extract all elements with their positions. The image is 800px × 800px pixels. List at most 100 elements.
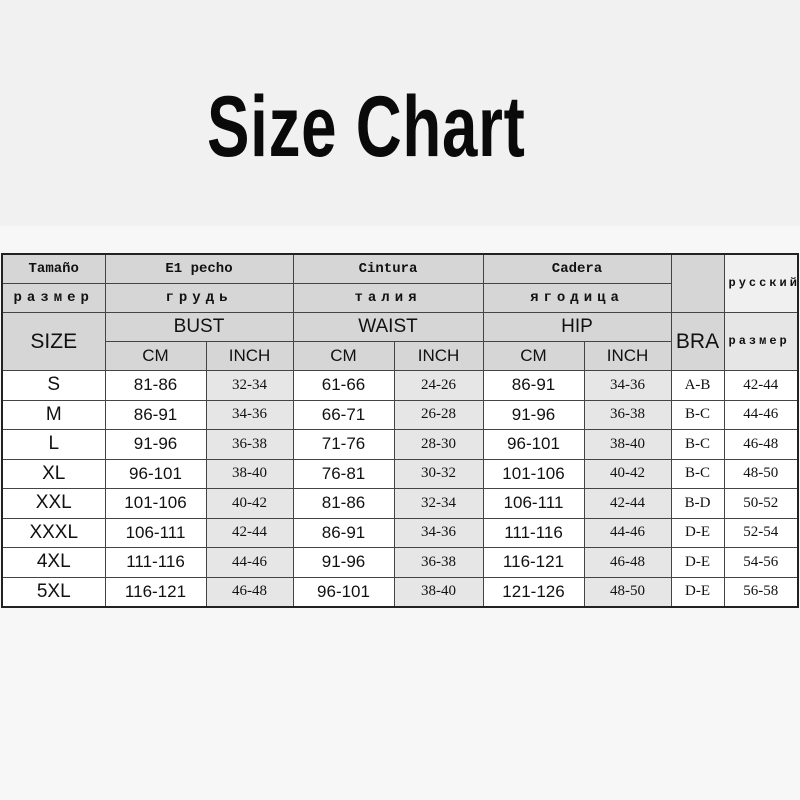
cell-hip-cm: 116-121	[482, 547, 585, 578]
cell-russian-size: 54-56	[723, 547, 799, 578]
cell-hip-cm: 96-101	[482, 429, 585, 460]
cell-waist-cm: 96-101	[292, 576, 395, 608]
cell-hip-inch: 36-38	[583, 399, 672, 430]
header-blank	[670, 253, 725, 313]
table-row: 5XL 116-121 46-48 96-101 38-40 121-126 48-50 D-…	[1, 576, 799, 608]
table-row: XXL 101-106 40-42 81-86 32-34 106-111 42-44 B-D…	[1, 488, 799, 519]
cell-waist-cm: 76-81	[292, 458, 395, 489]
cell-bra: D-E	[670, 576, 725, 608]
cell-waist-cm: 66-71	[292, 399, 395, 430]
cell-hip-cm: 106-111	[482, 488, 585, 519]
header-size-ru: размер	[1, 283, 106, 313]
cell-size: XL	[1, 458, 106, 489]
cell-bra: A-B	[670, 370, 725, 401]
cell-russian-size: 42-44	[723, 370, 799, 401]
cell-waist-cm: 61-66	[292, 370, 395, 401]
table-row: XXXL 106-111 42-44 86-91 34-36 111-116 44-46 D-…	[1, 517, 799, 548]
cell-bra: B-C	[670, 429, 725, 460]
cell-waist-cm: 71-76	[292, 429, 395, 460]
cell-bust-inch: 32-34	[205, 370, 294, 401]
cell-bust-inch: 44-46	[205, 547, 294, 578]
cell-bra: B-C	[670, 458, 725, 489]
cell-bra: D-E	[670, 547, 725, 578]
table-row: L 91-96 36-38 71-76 28-30 96-101 38-40 B-C 46-48	[1, 429, 799, 460]
header-russian-lang: русский	[723, 253, 799, 313]
header-bra: BRA	[670, 312, 725, 371]
table-row: 4XL 111-116 44-46 91-96 36-38 116-121 46-48 D-E…	[1, 547, 799, 578]
cell-hip-inch: 40-42	[583, 458, 672, 489]
header-bust-es: E1 pecho	[104, 253, 294, 284]
cell-bust-cm: 81-86	[104, 370, 207, 401]
cell-bust-inch: 38-40	[205, 458, 294, 489]
cell-russian-size: 44-46	[723, 399, 799, 430]
unit-waist-cm: CM	[292, 341, 395, 371]
cell-size: 4XL	[1, 547, 106, 578]
cell-hip-inch: 44-46	[583, 517, 672, 548]
header-size-es: Tamaño	[1, 253, 106, 284]
page-title: Size Chart	[207, 79, 526, 175]
cell-size: L	[1, 429, 106, 460]
cell-waist-inch: 32-34	[393, 488, 484, 519]
cell-waist-inch: 36-38	[393, 547, 484, 578]
cell-bust-inch: 46-48	[205, 576, 294, 608]
cell-bust-inch: 36-38	[205, 429, 294, 460]
cell-waist-cm: 81-86	[292, 488, 395, 519]
cell-hip-cm: 111-116	[482, 517, 585, 548]
size-chart-table: Tamaño E1 pecho Cintura Cadera русский р…	[1, 253, 800, 608]
cell-hip-cm: 101-106	[482, 458, 585, 489]
cell-waist-inch: 34-36	[393, 517, 484, 548]
header-waist-es: Cintura	[292, 253, 484, 284]
cell-bust-inch: 40-42	[205, 488, 294, 519]
cell-bust-cm: 111-116	[104, 547, 207, 578]
table-row: M 86-91 34-36 66-71 26-28 91-96 36-38 B-C 44-46	[1, 399, 799, 430]
cell-russian-size: 46-48	[723, 429, 799, 460]
header-hip: HIP	[482, 312, 672, 342]
cell-size: M	[1, 399, 106, 430]
cell-bust-inch: 42-44	[205, 517, 294, 548]
cell-hip-cm: 86-91	[482, 370, 585, 401]
cell-size: S	[1, 370, 106, 401]
cell-bust-cm: 101-106	[104, 488, 207, 519]
cell-bra: B-D	[670, 488, 725, 519]
header-size: SIZE	[1, 312, 106, 371]
cell-russian-size: 56-58	[723, 576, 799, 608]
cell-size: 5XL	[1, 576, 106, 608]
cell-russian-size: 52-54	[723, 517, 799, 548]
header-hip-es: Cadera	[482, 253, 672, 284]
cell-bra: D-E	[670, 517, 725, 548]
cell-bust-cm: 116-121	[104, 576, 207, 608]
cell-hip-inch: 34-36	[583, 370, 672, 401]
unit-hip-inch: INCH	[583, 341, 672, 371]
cell-waist-cm: 91-96	[292, 547, 395, 578]
header-russian-size: размер	[723, 312, 799, 371]
header-row-english: SIZE BUST WAIST HIP BRA размер	[1, 312, 799, 371]
header-bust-ru: грудь	[104, 283, 294, 313]
header-waist: WAIST	[292, 312, 484, 342]
cell-waist-inch: 24-26	[393, 370, 484, 401]
header-waist-ru: талия	[292, 283, 484, 313]
header-hip-ru: ягодица	[482, 283, 672, 313]
unit-waist-inch: INCH	[393, 341, 484, 371]
cell-bust-inch: 34-36	[205, 399, 294, 430]
unit-bust-cm: CM	[104, 341, 207, 371]
cell-hip-inch: 46-48	[583, 547, 672, 578]
cell-russian-size: 50-52	[723, 488, 799, 519]
cell-hip-cm: 91-96	[482, 399, 585, 430]
unit-hip-cm: CM	[482, 341, 585, 371]
cell-size: XXL	[1, 488, 106, 519]
cell-waist-inch: 30-32	[393, 458, 484, 489]
title-band	[0, 0, 800, 226]
header-row-units: CM INCH CM INCH CM INCH	[2, 341, 798, 371]
cell-waist-inch: 28-30	[393, 429, 484, 460]
cell-hip-inch: 48-50	[583, 576, 672, 608]
cell-waist-inch: 38-40	[393, 576, 484, 608]
cell-bust-cm: 106-111	[104, 517, 207, 548]
cell-waist-inch: 26-28	[393, 399, 484, 430]
cell-waist-cm: 86-91	[292, 517, 395, 548]
cell-hip-inch: 42-44	[583, 488, 672, 519]
cell-bra: B-C	[670, 399, 725, 430]
cell-russian-size: 48-50	[723, 458, 799, 489]
table-row: XL 96-101 38-40 76-81 30-32 101-106 40-42 B-C 48…	[1, 458, 799, 489]
cell-size: XXXL	[1, 517, 106, 548]
cell-bust-cm: 86-91	[104, 399, 207, 430]
